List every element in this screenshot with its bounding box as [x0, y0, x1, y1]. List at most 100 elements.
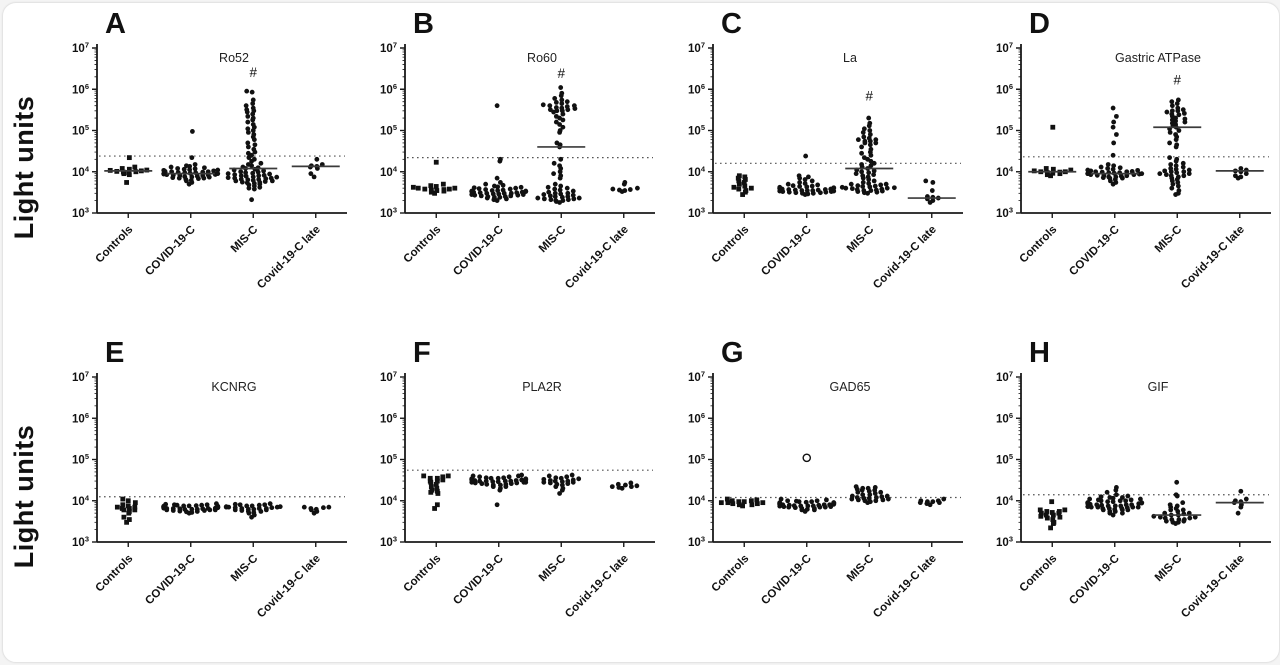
panel-D: D 103 104 105 106 107 Gastric ATPase # Controls C… — [971, 3, 1279, 332]
data-point — [797, 180, 803, 185]
data-point — [250, 174, 256, 180]
data-point — [862, 138, 868, 144]
data-point — [313, 506, 319, 512]
data-point — [1056, 509, 1062, 514]
y-axis-label: Light units — [9, 424, 40, 569]
panel-B: B 103 104 105 106 107 Ro60 # Controls COVID-19-C M… — [355, 3, 663, 332]
data-point — [1101, 173, 1107, 179]
data-point — [749, 502, 755, 508]
data-point — [848, 181, 854, 187]
data-point — [492, 183, 497, 189]
data-point — [778, 496, 784, 502]
data-point — [204, 502, 210, 508]
group-points-COVID-19-C — [161, 501, 221, 516]
data-point — [724, 496, 730, 502]
data-point — [866, 170, 872, 176]
data-point — [433, 481, 439, 487]
data-point — [736, 186, 742, 192]
data-point — [558, 475, 564, 481]
data-point — [1087, 496, 1093, 502]
data-point — [1173, 166, 1179, 172]
data-point — [205, 506, 211, 511]
data-point — [815, 182, 821, 188]
data-point — [785, 181, 791, 187]
data-point — [237, 502, 243, 508]
data-point — [731, 184, 737, 190]
data-point — [182, 174, 188, 180]
panel-title: KCNRG — [211, 380, 256, 394]
data-point — [570, 188, 576, 194]
x-category-label: Covid-19-C late — [563, 224, 631, 292]
data-point — [867, 128, 873, 133]
panel-title: Gastric ATPase — [1115, 51, 1201, 65]
data-point — [1110, 152, 1116, 158]
data-point — [1110, 124, 1116, 130]
group-points-COVID-19-C — [469, 103, 529, 203]
data-point — [1181, 169, 1187, 175]
data-point — [878, 489, 884, 495]
data-point — [251, 132, 257, 137]
data-point — [861, 134, 867, 140]
data-point — [1124, 173, 1130, 179]
data-point — [245, 144, 251, 150]
data-point — [730, 501, 736, 507]
data-point — [1243, 171, 1249, 177]
data-point — [132, 500, 138, 506]
data-point — [513, 478, 519, 483]
data-point — [245, 126, 251, 132]
data-point — [872, 183, 878, 189]
data-point — [557, 163, 562, 169]
y-tick-label: 106 — [72, 82, 89, 97]
y-tick-label: 107 — [688, 370, 705, 385]
data-point — [258, 160, 264, 166]
data-point — [114, 504, 120, 510]
data-point — [181, 503, 187, 509]
data-point — [184, 163, 189, 169]
group-points-COVID-19-C — [777, 453, 837, 514]
data-point — [1238, 174, 1244, 180]
data-point — [553, 475, 559, 481]
data-point — [1173, 132, 1178, 137]
panel-title: GIF — [1148, 380, 1169, 394]
group-points-Covid-19-C-late — [307, 156, 325, 180]
data-point — [434, 475, 440, 481]
data-point — [1043, 512, 1049, 518]
group-points-Controls — [114, 496, 138, 525]
data-point — [1105, 499, 1111, 505]
data-point — [1118, 503, 1124, 509]
data-point — [249, 89, 255, 95]
data-point — [506, 474, 512, 480]
data-point — [268, 175, 274, 181]
data-point — [814, 498, 820, 504]
data-point — [1050, 170, 1056, 176]
data-point — [263, 506, 269, 511]
data-point — [321, 505, 326, 511]
y-tick-label: 104 — [688, 493, 706, 508]
data-point — [243, 103, 249, 109]
data-point — [559, 90, 565, 96]
data-point — [1114, 113, 1119, 119]
data-point — [1182, 116, 1188, 122]
data-point — [308, 171, 314, 177]
group-points-Covid-19-C-late — [923, 178, 941, 205]
data-point — [445, 473, 451, 479]
data-point — [791, 503, 797, 509]
data-point — [1062, 507, 1068, 513]
group-points-Controls — [718, 496, 766, 509]
data-point — [249, 197, 255, 203]
data-point — [1043, 166, 1049, 171]
data-point — [192, 162, 198, 167]
panel-E: E 103 104 105 106 107 KCNRG Controls COVID-19-C M… — [47, 332, 355, 661]
data-point — [622, 180, 628, 185]
data-point — [809, 178, 815, 184]
data-point — [483, 475, 489, 481]
data-point — [824, 497, 829, 503]
x-category-label: COVID-19-C — [759, 224, 814, 279]
data-point — [569, 472, 575, 478]
data-point — [564, 99, 570, 105]
data-point — [172, 502, 177, 508]
panel-G: G 103 104 105 106 107 GAD65 Controls COVID-19-C M… — [663, 332, 971, 661]
data-point — [126, 517, 132, 522]
data-point — [1031, 168, 1037, 174]
data-point — [558, 191, 564, 197]
